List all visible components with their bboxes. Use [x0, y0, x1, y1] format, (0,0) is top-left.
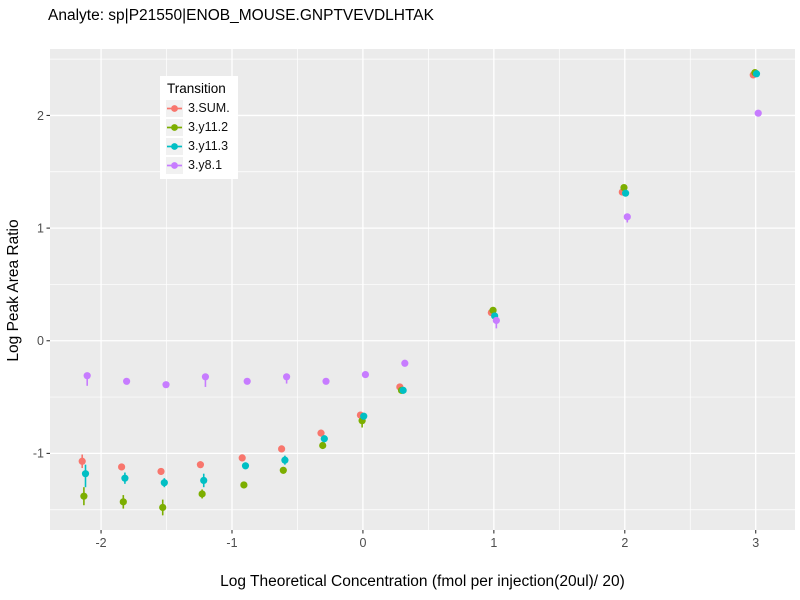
- legend-key-icon: [166, 156, 183, 174]
- data-point: [80, 492, 88, 500]
- data-point: [360, 412, 368, 420]
- data-point: [492, 316, 500, 325]
- data-point: [281, 456, 289, 464]
- data-point: [623, 213, 631, 221]
- data-point: [240, 481, 248, 489]
- series-3.y11.3: [81, 70, 761, 488]
- data-point: [361, 370, 370, 379]
- data-point: [198, 490, 206, 498]
- data-point: [243, 377, 251, 385]
- x-tick-label: -1: [226, 536, 237, 550]
- legend-item-label: 3.y11.3: [188, 139, 229, 153]
- data-point: [320, 435, 328, 443]
- legend-item: 3.y11.2: [166, 118, 230, 136]
- legend-key-icon: [166, 99, 183, 117]
- data-point: [283, 373, 291, 381]
- data-point: [752, 70, 761, 78]
- data-point: [118, 463, 126, 471]
- y-tick-label: 0: [37, 334, 44, 348]
- data-point: [401, 359, 409, 367]
- legend-title: Transition: [167, 81, 226, 96]
- y-tick-label: 2: [37, 109, 44, 123]
- x-tick-label: 1: [490, 536, 497, 550]
- data-point: [159, 503, 167, 512]
- data-point: [78, 457, 86, 465]
- y-tick-label: -1: [33, 447, 44, 461]
- data-point: [81, 470, 90, 478]
- data-point: [200, 476, 208, 485]
- data-point: [162, 381, 170, 389]
- data-point: [754, 109, 762, 117]
- data-point: [157, 467, 165, 476]
- x-axis-label: Log Theoretical Concentration (fmol per …: [220, 573, 625, 590]
- data-point: [123, 377, 131, 385]
- x-tick-label: -2: [96, 536, 107, 550]
- data-point: [322, 377, 330, 385]
- legend-item: 3.y8.1: [166, 156, 230, 174]
- data-point: [238, 454, 246, 462]
- legend-items: 3.SUM. 3.y11.2 3.y11.3 3.y8.1: [166, 99, 230, 174]
- legend-item: 3.SUM.: [166, 99, 230, 117]
- data-point: [121, 474, 129, 482]
- data-point: [83, 372, 91, 380]
- x-tick-label: 2: [621, 536, 628, 550]
- data-point: [160, 479, 168, 487]
- data-point: [489, 306, 497, 314]
- data-point: [279, 466, 287, 474]
- legend-key-icon: [166, 137, 183, 155]
- legend-item-label: 3.y11.2: [188, 120, 229, 134]
- data-point: [201, 373, 210, 381]
- data-point: [399, 386, 407, 394]
- data-point: [241, 462, 250, 470]
- legend: Transition 3.SUM. 3.y11.2 3.y11.3 3.y8.1: [160, 76, 238, 179]
- series-3.y8.1: [83, 109, 762, 389]
- legend-key-icon: [166, 118, 183, 136]
- y-axis-label: Log Peak Area Ratio: [5, 219, 22, 362]
- data-point: [620, 183, 628, 192]
- data-point: [196, 461, 205, 469]
- data-point: [319, 441, 327, 450]
- legend-item: 3.y11.3: [166, 137, 230, 155]
- y-tick-label: 1: [37, 221, 44, 235]
- data-point: [119, 498, 127, 506]
- legend-item-label: 3.SUM.: [188, 101, 230, 115]
- data-point: [317, 429, 325, 437]
- data-point: [278, 445, 286, 453]
- x-tick-label: 0: [359, 536, 366, 550]
- x-tick-label: 3: [752, 536, 759, 550]
- legend-item-label: 3.y8.1: [188, 158, 223, 172]
- data-point: [621, 189, 630, 197]
- series-3.y11.2: [80, 69, 759, 516]
- chart-title: Analyte: sp|P21550|ENOB_MOUSE.GNPTVEVDLH…: [48, 7, 434, 24]
